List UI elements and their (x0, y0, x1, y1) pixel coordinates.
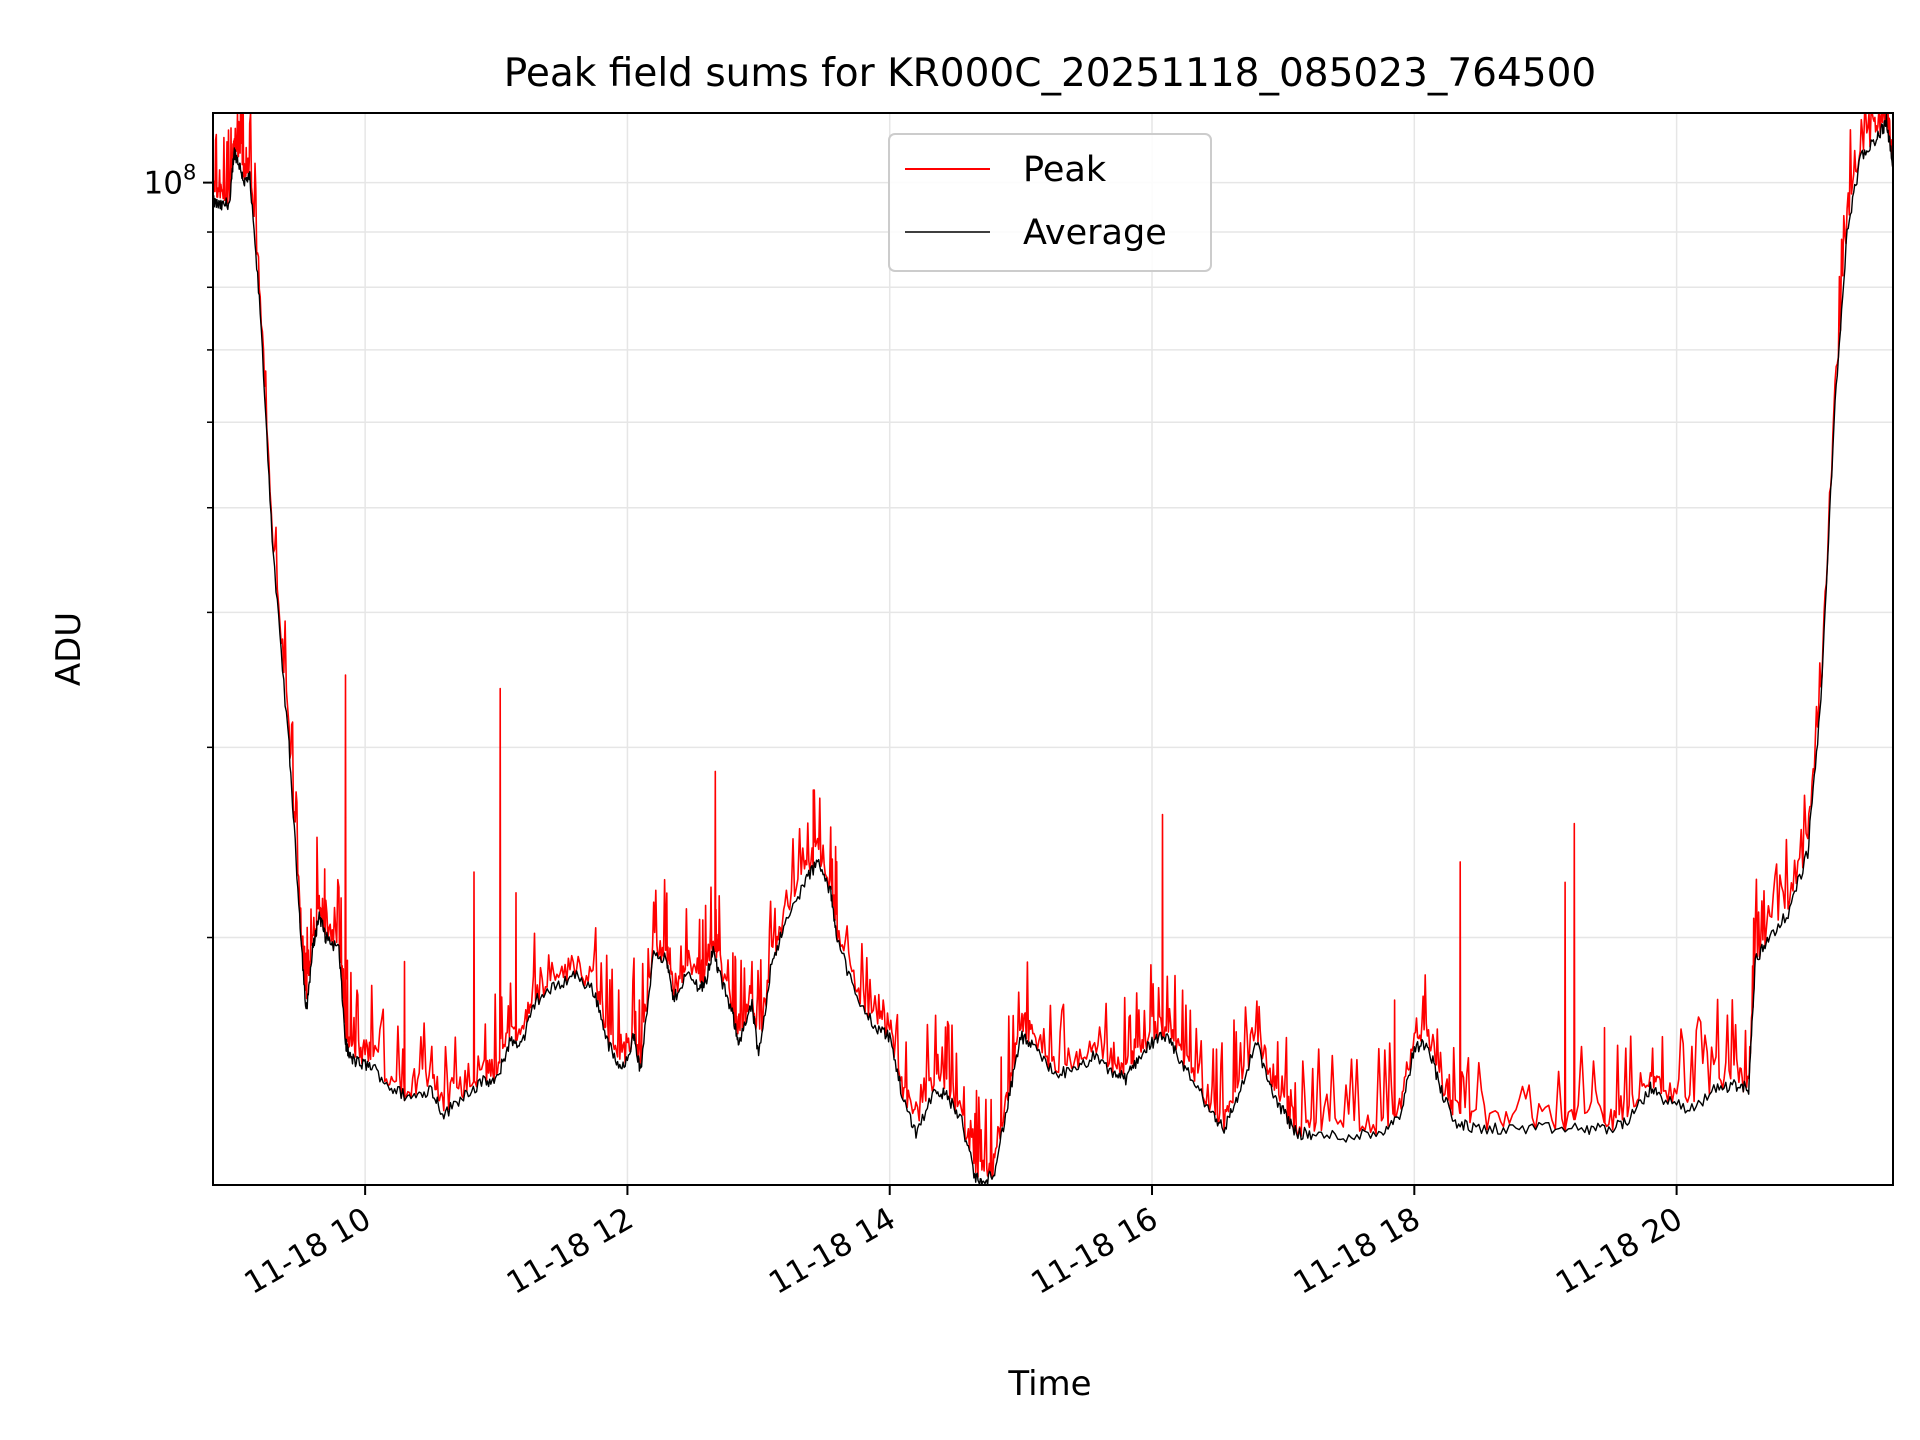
plot-frame (212, 112, 1894, 1186)
series-layer (212, 112, 1894, 1186)
y-axis-label: ADU (49, 612, 89, 686)
legend: Peak Average (888, 133, 1212, 272)
average-series-line (212, 114, 1894, 1186)
chart-title: Peak field sums for KR000C_20251118_0850… (504, 51, 1596, 96)
legend-average-label: Average (1023, 213, 1167, 253)
x-axis-label: Time (1007, 1364, 1091, 1404)
legend-peak-label: Peak (1023, 150, 1107, 190)
y-tick-label-base: 10 (144, 166, 183, 202)
y-tick-label-exponent: 8 (183, 161, 196, 185)
y-tick-label: 10 (144, 166, 183, 202)
